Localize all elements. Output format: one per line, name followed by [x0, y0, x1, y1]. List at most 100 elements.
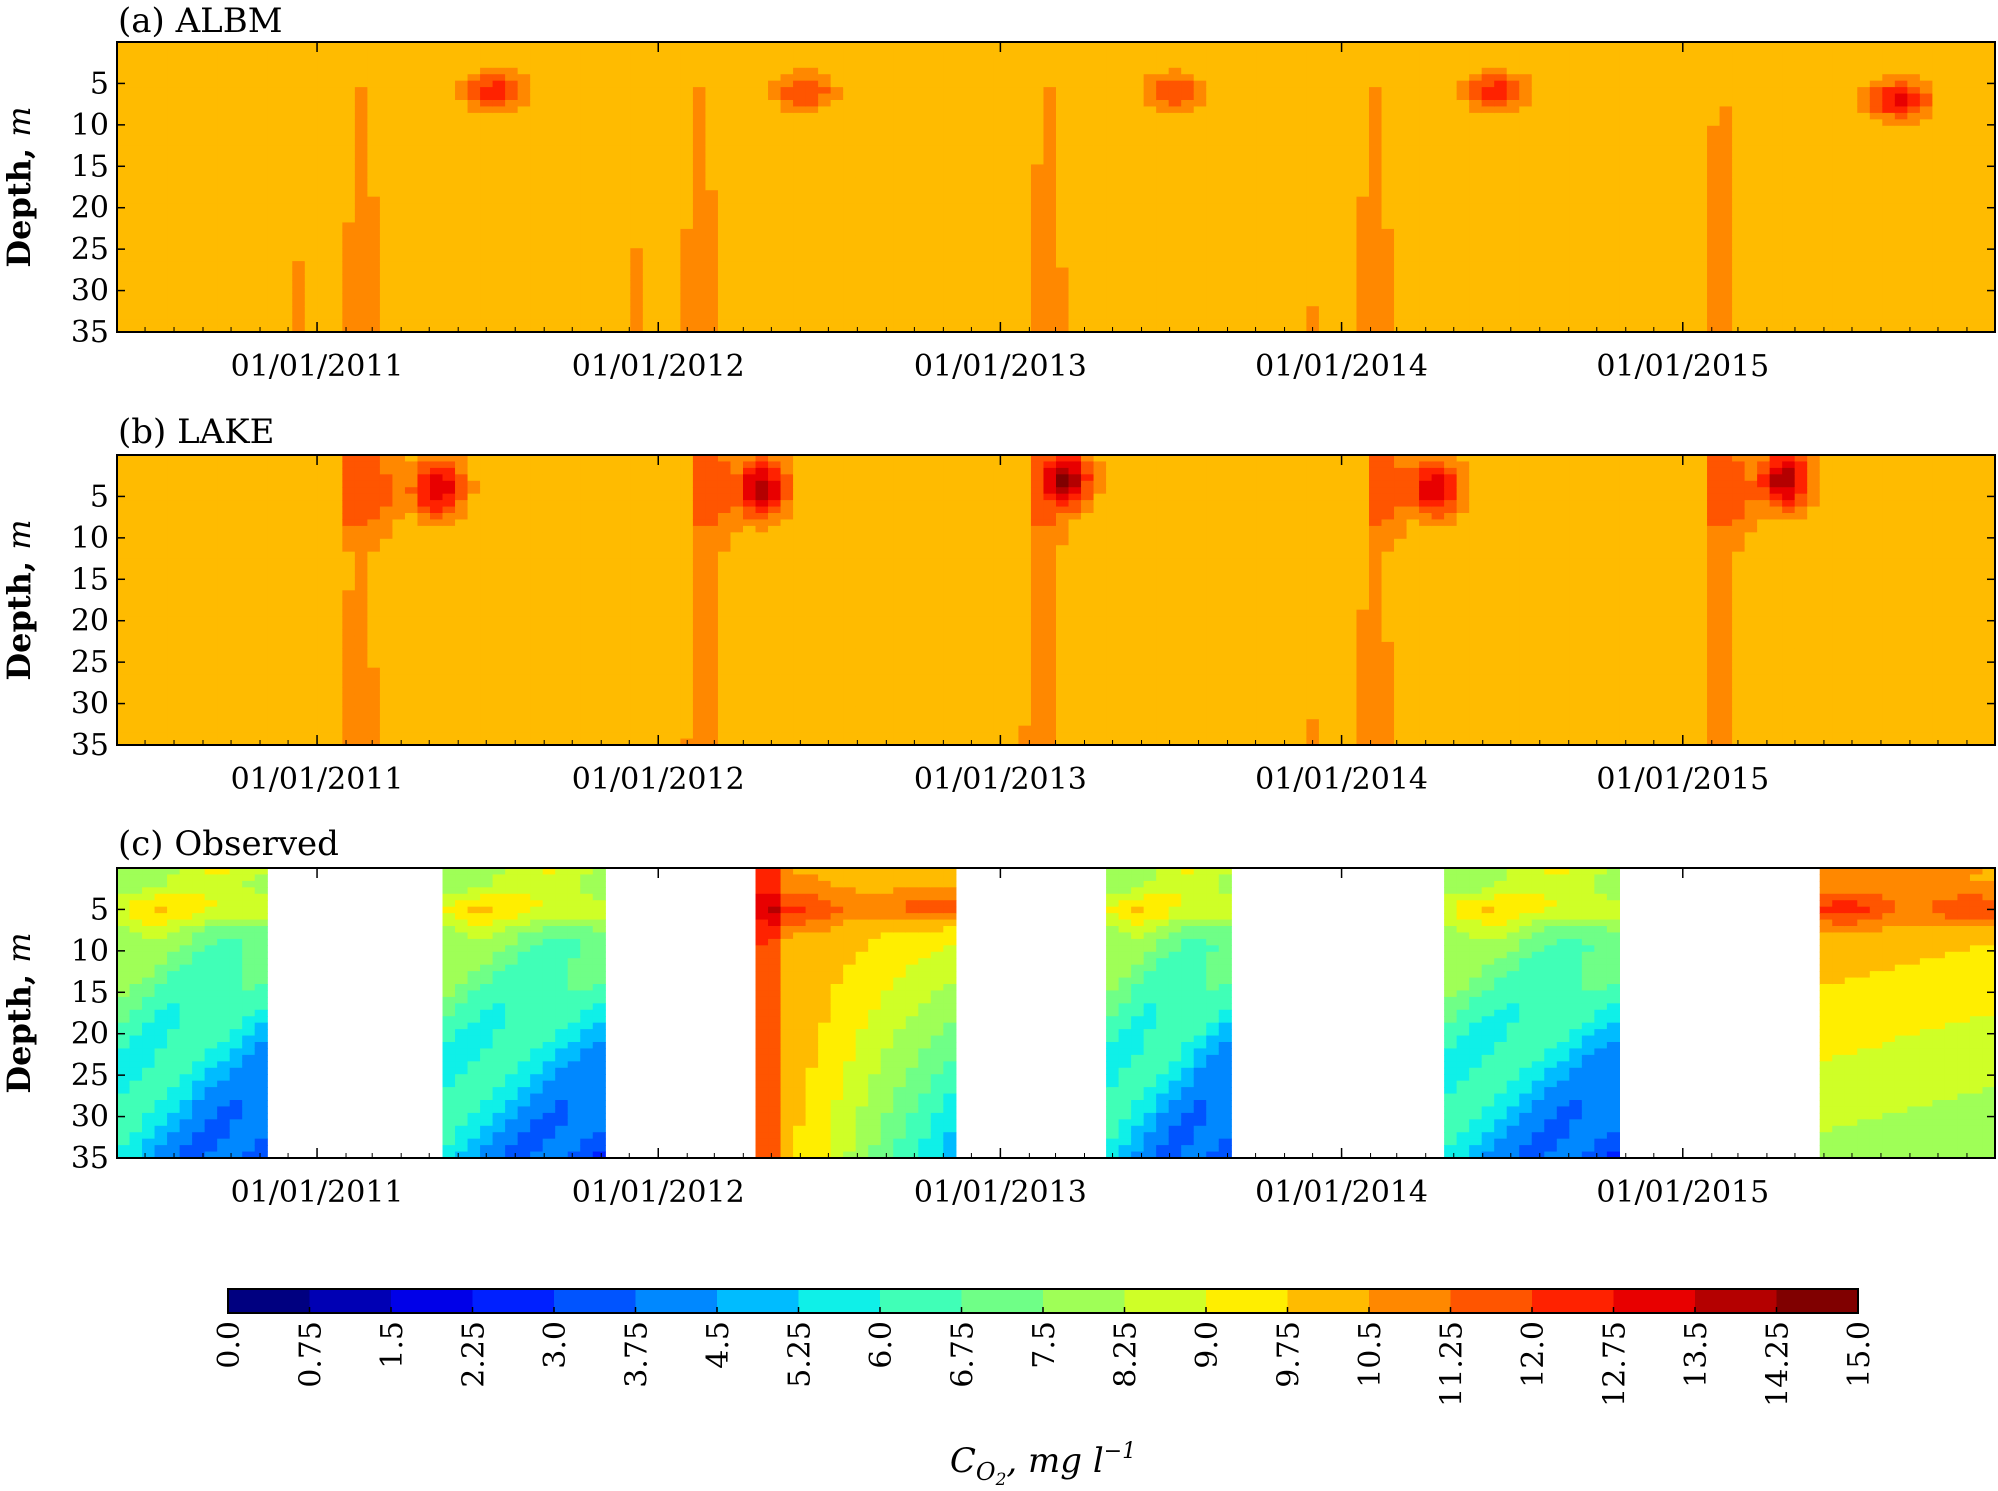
heatmap-cell [367, 106, 381, 114]
heatmap-cell [955, 54, 969, 62]
heatmap-cell [217, 74, 231, 82]
heatmap-cell [1406, 183, 1420, 191]
heatmap-cell [918, 241, 932, 249]
heatmap-cell [1056, 267, 1070, 275]
heatmap-cell [818, 325, 832, 332]
heatmap-cell [1268, 183, 1282, 191]
heatmap-cell [292, 158, 306, 166]
heatmap-cell [1043, 112, 1057, 120]
heatmap-cell [855, 280, 869, 288]
heatmap-cell [329, 177, 343, 185]
heatmap-cell [1156, 254, 1170, 262]
heatmap-cell [317, 170, 331, 178]
heatmap-cell [1369, 48, 1383, 56]
heatmap-cell [1156, 106, 1170, 114]
heatmap-cell [1456, 54, 1470, 62]
heatmap-cell [717, 222, 732, 230]
heatmap-cell [780, 306, 794, 314]
heatmap-cell [768, 177, 782, 185]
heatmap-cell [1306, 203, 1320, 211]
heatmap-cell [1331, 312, 1345, 320]
heatmap-cell [692, 306, 707, 314]
heatmap-cell [930, 319, 944, 327]
heatmap-cell [1356, 312, 1370, 320]
heatmap-cell [555, 112, 569, 120]
heatmap-cell [442, 299, 456, 307]
heatmap-cell [780, 228, 794, 236]
heatmap-cell [1005, 319, 1020, 327]
heatmap-cell [217, 132, 231, 140]
heatmap-cell [617, 67, 631, 75]
heatmap-cell [1156, 112, 1170, 120]
heatmap-cell [430, 80, 444, 88]
heatmap-cell [329, 42, 343, 50]
heatmap-cell [542, 293, 556, 301]
heatmap-cell [1431, 100, 1445, 108]
heatmap-cell [605, 190, 619, 198]
heatmap-cell [1456, 228, 1470, 236]
heatmap-cell [242, 248, 256, 256]
heatmap-cell [455, 170, 469, 178]
heatmap-cell [918, 306, 932, 314]
heatmap-cell [1469, 293, 1483, 301]
heatmap-cell [680, 151, 694, 159]
heatmap-cell [367, 177, 381, 185]
heatmap-cell [1369, 248, 1383, 256]
heatmap-cell [1306, 48, 1320, 56]
heatmap-cell [1193, 312, 1207, 320]
heatmap-cell [780, 248, 794, 256]
heatmap-cell [1043, 183, 1057, 191]
heatmap-cell [680, 241, 694, 249]
heatmap-cell [354, 74, 368, 82]
heatmap-cell [1093, 42, 1107, 50]
heatmap-cell [217, 125, 231, 133]
heatmap-cell [167, 254, 181, 262]
heatmap-cell [1419, 235, 1433, 243]
heatmap-cell [918, 319, 932, 327]
heatmap-cell [1494, 261, 1508, 269]
heatmap-cell [492, 138, 506, 146]
heatmap-cell [1331, 293, 1345, 301]
heatmap-cell [354, 286, 368, 294]
heatmap-cell [279, 42, 293, 50]
heatmap-cell [392, 286, 406, 294]
heatmap-cell [943, 170, 957, 178]
heatmap-cell [930, 261, 944, 269]
heatmap-cell [1093, 93, 1107, 101]
heatmap-cell [1406, 42, 1420, 50]
heatmap-cell [129, 299, 143, 307]
heatmap-cell [379, 241, 394, 249]
heatmap-cell [1419, 203, 1433, 211]
heatmap-cell [880, 170, 894, 178]
heatmap-cell [692, 151, 707, 159]
heatmap-cell [1331, 100, 1345, 108]
heatmap-cell [1143, 164, 1157, 172]
heatmap-cell [167, 119, 181, 127]
heatmap-cell [855, 222, 869, 230]
heatmap-cell [642, 241, 656, 249]
heatmap-cell [918, 164, 932, 172]
heatmap-cell [1218, 216, 1232, 224]
heatmap-cell [605, 158, 619, 166]
heatmap-cell [1394, 112, 1408, 120]
heatmap-cell [930, 286, 944, 294]
heatmap-cell [1444, 325, 1458, 332]
heatmap-cell [430, 151, 444, 159]
heatmap-cell [1431, 319, 1445, 327]
heatmap-cell [1394, 203, 1408, 211]
heatmap-cell [204, 209, 218, 217]
heatmap-cell [317, 145, 331, 153]
heatmap-cell [1131, 87, 1145, 95]
heatmap-cell [342, 177, 356, 185]
heatmap-cell [1018, 145, 1032, 153]
heatmap-cell [167, 54, 181, 62]
heatmap-cell [692, 267, 707, 275]
heatmap-cell [1030, 261, 1045, 269]
heatmap-cell [1018, 190, 1032, 198]
heatmap-cell [1118, 306, 1132, 314]
heatmap-cell [530, 42, 544, 50]
heatmap-cell [1419, 312, 1433, 320]
heatmap-cell [768, 48, 782, 56]
heatmap-cell [530, 112, 544, 120]
heatmap-cell [329, 235, 343, 243]
